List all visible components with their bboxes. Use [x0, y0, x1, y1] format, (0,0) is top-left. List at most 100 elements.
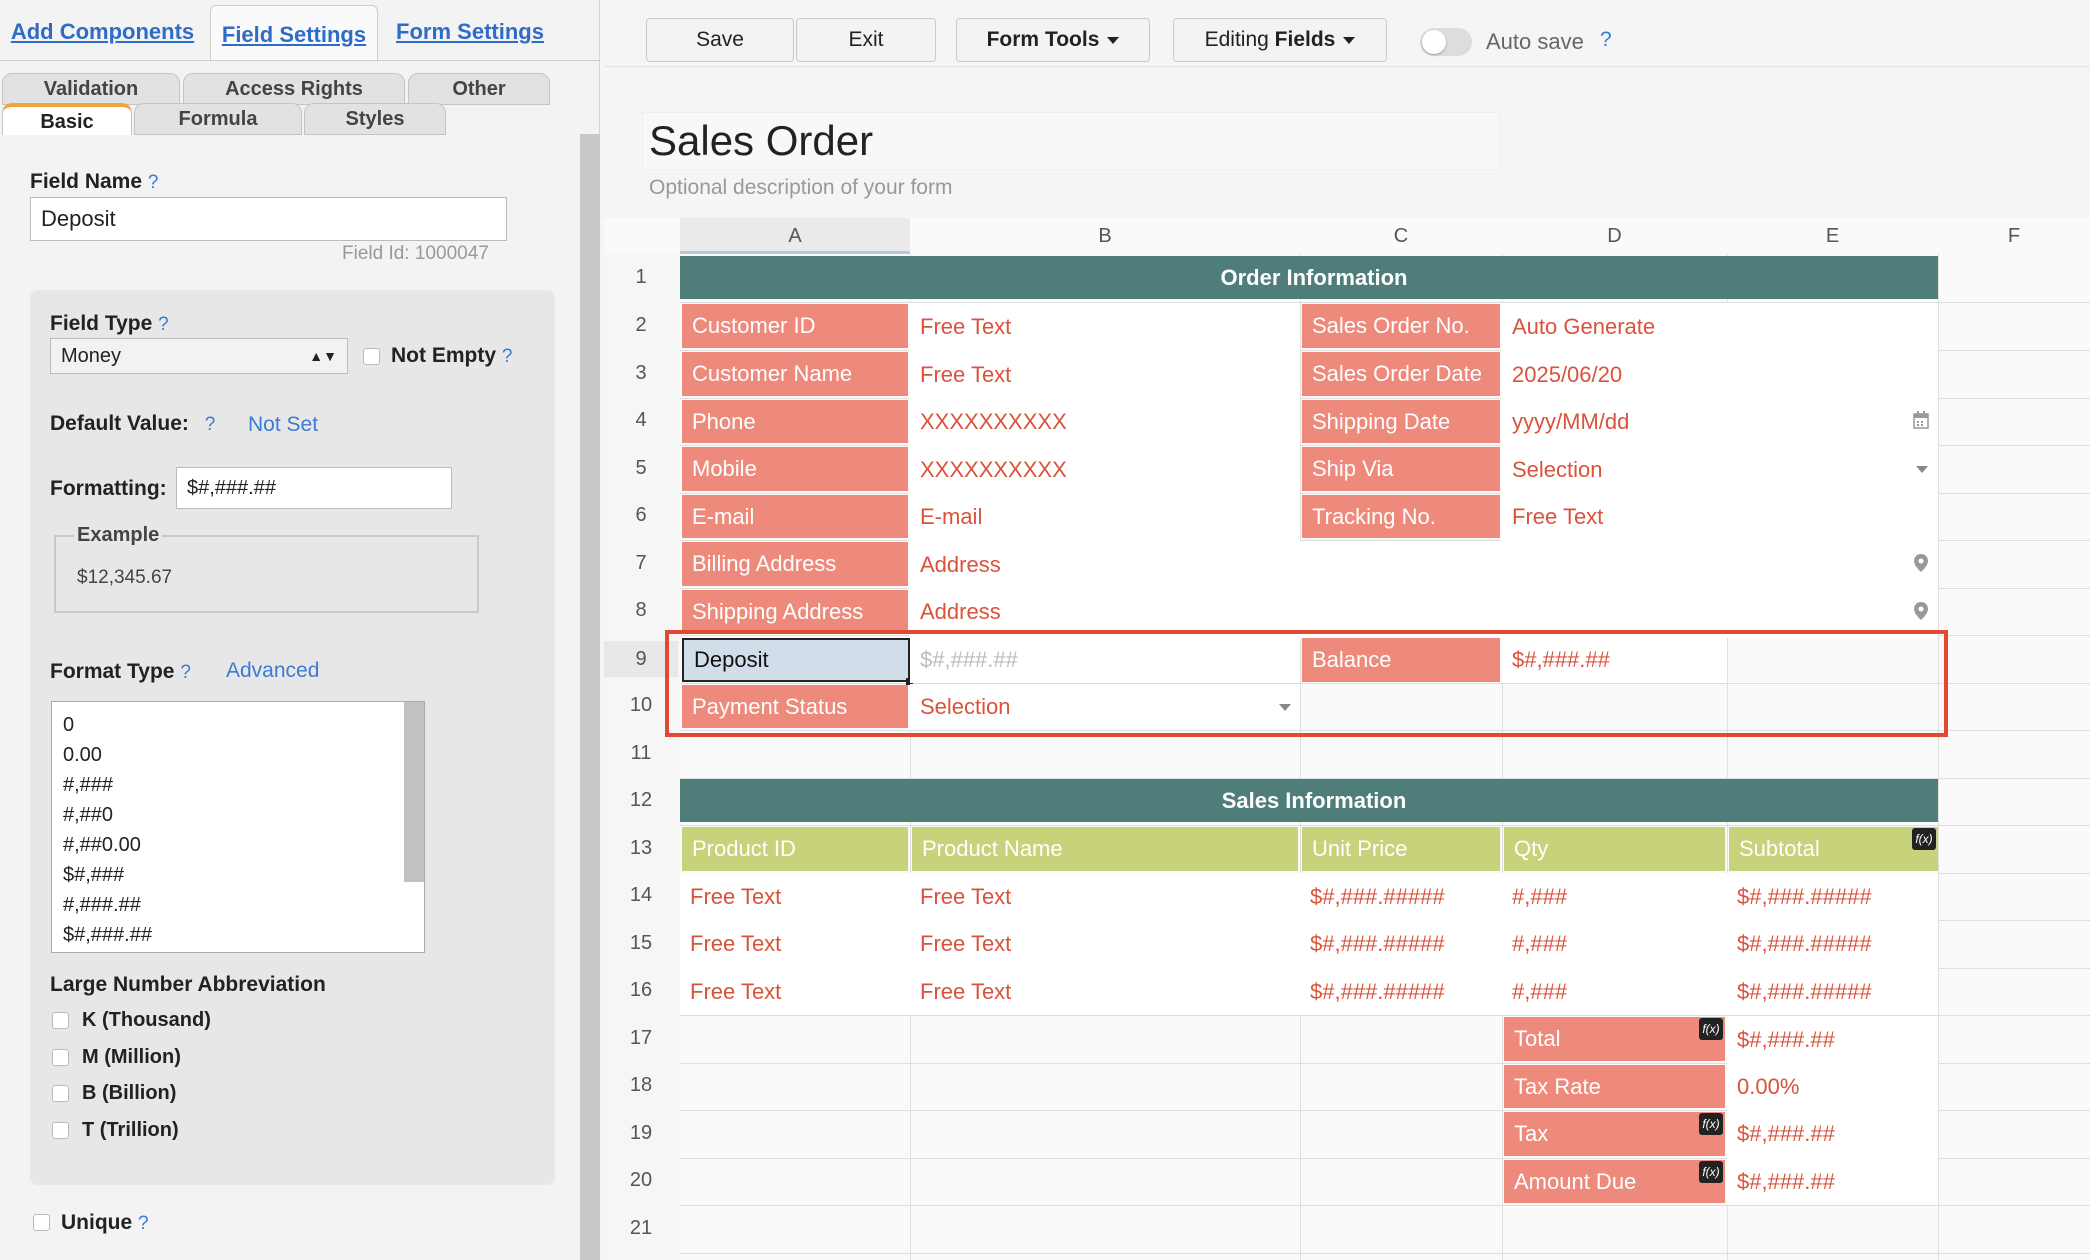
- value-sales-order-date[interactable]: 2025/06/20: [1512, 361, 1623, 387]
- label-ship-via[interactable]: Ship Via: [1302, 447, 1500, 491]
- help-icon[interactable]: ?: [180, 662, 191, 683]
- value-amount-due[interactable]: $#,###.##: [1737, 1168, 1835, 1194]
- form-description[interactable]: Optional description of your form: [649, 176, 953, 199]
- column-unit-price[interactable]: Unit Price: [1302, 827, 1500, 871]
- sales-row-3-product-name[interactable]: Free Text: [920, 978, 1012, 1004]
- label-amount-due[interactable]: Amount Due: [1504, 1160, 1725, 1203]
- help-icon[interactable]: ?: [501, 346, 513, 367]
- list-item[interactable]: 0.00: [63, 744, 102, 766]
- abbrev-k-checkbox[interactable]: [52, 1012, 69, 1029]
- deposit-label-cell[interactable]: Deposit: [682, 638, 910, 682]
- value-customer-id[interactable]: Free Text: [920, 313, 1012, 339]
- list-item[interactable]: $#,###: [63, 864, 125, 886]
- column-product-id[interactable]: Product ID: [682, 827, 908, 871]
- value-phone[interactable]: XXXXXXXXXX: [920, 409, 1067, 434]
- value-total[interactable]: $#,###.##: [1737, 1026, 1835, 1052]
- abbrev-m-checkbox[interactable]: [52, 1049, 69, 1066]
- sales-row-1-product-name[interactable]: Free Text: [920, 883, 1012, 909]
- subtab-validation[interactable]: Validation: [2, 73, 180, 105]
- order-info-header[interactable]: Order Information: [680, 256, 1938, 299]
- label-tax-rate[interactable]: Tax Rate: [1504, 1065, 1725, 1108]
- label-email[interactable]: E-mail: [682, 495, 908, 538]
- editing-fields-button[interactable]: Editing Fields: [1173, 18, 1387, 62]
- value-sales-order-no[interactable]: Auto Generate: [1512, 313, 1656, 339]
- advanced-link[interactable]: Advanced: [226, 659, 320, 682]
- default-value-link[interactable]: Not Set: [248, 413, 319, 436]
- location-pin-icon[interactable]: [1914, 602, 1928, 625]
- balance-label-cell[interactable]: Balance: [1302, 638, 1500, 682]
- column-subtotal[interactable]: Subtotal: [1729, 827, 1938, 871]
- sales-row-1-unit-price[interactable]: $#,###.#####: [1310, 883, 1445, 909]
- sales-row-2-unit-price[interactable]: $#,###.#####: [1310, 931, 1445, 956]
- payment-status-select[interactable]: Selection: [910, 684, 1300, 730]
- exit-button[interactable]: Exit: [796, 18, 936, 62]
- sales-row-1-subtotal[interactable]: $#,###.#####: [1737, 883, 1872, 909]
- value-ship-via[interactable]: Selection: [1512, 456, 1603, 482]
- label-customer-id[interactable]: Customer ID: [682, 304, 908, 348]
- save-button[interactable]: Save: [646, 18, 794, 62]
- unique-checkbox[interactable]: [33, 1214, 50, 1231]
- sales-row-2-product-name[interactable]: Free Text: [920, 931, 1012, 956]
- help-icon[interactable]: ?: [138, 1213, 149, 1234]
- tab-field-settings[interactable]: Field Settings: [210, 5, 378, 61]
- calendar-icon[interactable]: [1913, 411, 1929, 429]
- value-mobile[interactable]: XXXXXXXXXX: [920, 456, 1067, 482]
- not-empty-checkbox[interactable]: [363, 348, 380, 365]
- help-icon[interactable]: ?: [147, 172, 159, 193]
- deposit-value-cell[interactable]: $#,###.##: [910, 637, 1300, 683]
- form-tools-button[interactable]: Form Tools: [956, 18, 1150, 62]
- sales-row-3-unit-price[interactable]: $#,###.#####: [1310, 978, 1445, 1004]
- label-total[interactable]: Total: [1504, 1017, 1725, 1061]
- sales-info-header[interactable]: Sales Information: [680, 779, 1938, 822]
- sales-row-1-qty[interactable]: #,###: [1512, 883, 1568, 909]
- value-shipping-date[interactable]: yyyy/MM/dd: [1512, 409, 1630, 434]
- dropdown-arrow-icon[interactable]: [1279, 704, 1291, 711]
- value-tax[interactable]: $#,###.##: [1737, 1121, 1835, 1146]
- list-item[interactable]: 0: [63, 714, 75, 736]
- panel-scrollbar[interactable]: [580, 134, 600, 1260]
- help-icon[interactable]: ?: [204, 414, 216, 435]
- dropdown-arrow-icon[interactable]: [1916, 466, 1928, 473]
- formatting-input[interactable]: $#,###.##: [176, 467, 452, 509]
- list-scrollbar[interactable]: [404, 702, 424, 882]
- label-billing-address[interactable]: Billing Address: [682, 542, 908, 586]
- label-phone[interactable]: Phone: [682, 400, 908, 443]
- value-tracking-no[interactable]: Free Text: [1512, 504, 1604, 529]
- abbrev-t-checkbox[interactable]: [52, 1122, 69, 1139]
- format-type-list[interactable]: 0 0.00 #,### #,##0 #,##0.00 $#,### #,###…: [51, 701, 425, 953]
- column-header-b[interactable]: B: [1098, 225, 1112, 247]
- label-shipping-address[interactable]: Shipping Address: [682, 590, 908, 633]
- field-name-input[interactable]: Deposit: [30, 197, 507, 241]
- autosave-toggle[interactable]: [1420, 28, 1472, 56]
- tab-form-settings[interactable]: Form Settings: [396, 19, 544, 44]
- label-customer-name[interactable]: Customer Name: [682, 352, 908, 396]
- subtab-basic[interactable]: Basic: [2, 103, 132, 135]
- location-pin-icon[interactable]: [1914, 554, 1928, 577]
- value-shipping-address[interactable]: Address: [920, 599, 1001, 624]
- column-product-name[interactable]: Product Name: [912, 827, 1298, 871]
- column-header-c[interactable]: C: [1393, 225, 1409, 247]
- list-item[interactable]: #,###.##: [63, 894, 141, 916]
- sales-row-2-qty[interactable]: #,###: [1512, 931, 1568, 956]
- selection-handle[interactable]: [906, 678, 913, 685]
- payment-status-label[interactable]: Payment Status: [682, 685, 908, 728]
- sales-row-3-subtotal[interactable]: $#,###.#####: [1737, 978, 1872, 1004]
- column-header-e[interactable]: E: [1825, 225, 1840, 247]
- value-customer-name[interactable]: Free Text: [920, 361, 1012, 387]
- column-header-a[interactable]: A: [680, 218, 910, 254]
- abbrev-b-checkbox[interactable]: [52, 1085, 69, 1102]
- list-item[interactable]: #,##0.00: [63, 834, 141, 856]
- label-sales-order-date[interactable]: Sales Order Date: [1302, 352, 1500, 396]
- sales-row-3-product-id[interactable]: Free Text: [690, 978, 782, 1004]
- column-header-f[interactable]: F: [2007, 225, 2021, 247]
- help-icon[interactable]: ?: [158, 314, 169, 335]
- subtab-styles[interactable]: Styles: [304, 103, 446, 135]
- sales-row-2-subtotal[interactable]: $#,###.#####: [1737, 931, 1872, 956]
- value-email[interactable]: E-mail: [920, 504, 983, 529]
- form-title[interactable]: Sales Order: [642, 112, 1500, 170]
- value-billing-address[interactable]: Address: [920, 551, 1001, 577]
- list-item[interactable]: #,##0: [63, 804, 114, 826]
- list-item[interactable]: $#,###.##: [63, 924, 152, 946]
- list-item[interactable]: #,###: [63, 774, 114, 796]
- value-tax-rate[interactable]: 0.00%: [1737, 1073, 1800, 1099]
